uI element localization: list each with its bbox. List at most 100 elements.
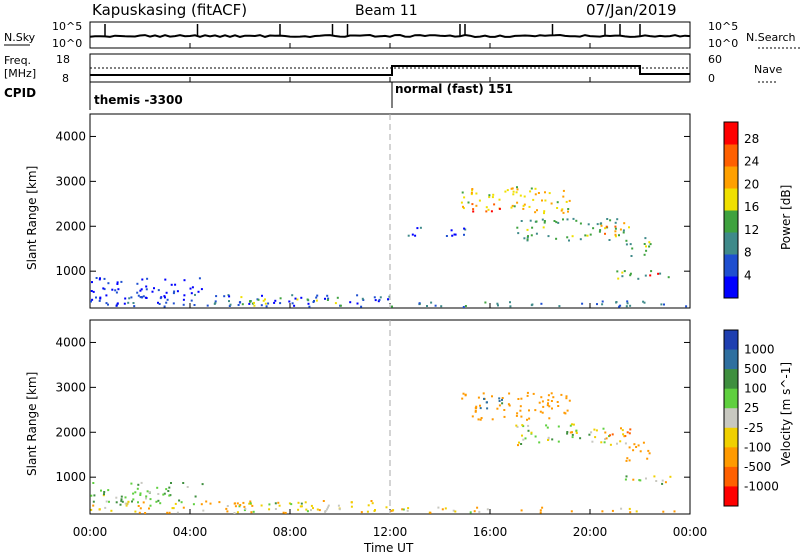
freq-tick-top: 18 (56, 53, 70, 66)
data-cell (141, 278, 144, 281)
data-cell (145, 495, 148, 498)
data-cell (496, 407, 499, 410)
data-cell (543, 220, 546, 222)
data-cell (649, 243, 652, 246)
data-cell (452, 509, 455, 512)
data-cell (124, 502, 127, 505)
freq-label-2: [MHz] (4, 67, 36, 80)
data-cell (534, 193, 537, 196)
data-cell (107, 282, 110, 285)
data-cell (462, 205, 464, 208)
data-cell (462, 306, 465, 308)
data-cell (139, 494, 142, 496)
data-cell (611, 509, 614, 512)
data-cell (190, 299, 193, 302)
data-cell (591, 440, 594, 443)
data-cell (517, 444, 519, 447)
data-cell (643, 243, 646, 245)
data-cell (130, 296, 133, 299)
data-cell (565, 395, 568, 398)
data-cell (226, 505, 229, 507)
data-cell (164, 278, 167, 281)
data-cell (565, 200, 568, 203)
power-cbar-tick: 12 (744, 223, 759, 237)
data-cell (284, 511, 287, 514)
data-cell (249, 300, 252, 303)
data-cell (322, 500, 325, 502)
data-cell (360, 305, 363, 308)
data-cell (526, 391, 529, 394)
data-cell (248, 302, 251, 305)
data-cell (626, 431, 629, 434)
data-cell (304, 501, 307, 504)
data-cell (90, 494, 93, 497)
data-cell (557, 425, 560, 428)
data-cell (614, 225, 617, 228)
beam-title: Beam 11 (355, 3, 418, 19)
data-cell (609, 219, 612, 222)
data-cell (510, 187, 513, 190)
data-cell (300, 502, 303, 505)
data-cell (168, 511, 171, 514)
data-cell (608, 239, 611, 241)
nave-label: Nave (754, 63, 782, 76)
data-cell (538, 401, 541, 404)
data-cell (511, 204, 514, 207)
data-cell (492, 193, 495, 196)
data-cell (334, 302, 337, 305)
data-cell (192, 503, 195, 506)
data-cell (172, 302, 175, 305)
data-cell (479, 404, 481, 407)
data-cell (579, 437, 582, 440)
data-cell (462, 207, 465, 210)
data-cell (662, 510, 665, 513)
data-cell (274, 299, 277, 302)
data-cell (137, 501, 139, 504)
data-cell (480, 417, 483, 419)
data-cell (511, 187, 514, 190)
velocity-cbar-block (724, 369, 738, 390)
data-cell (625, 243, 628, 246)
data-cell (228, 295, 231, 298)
data-cell (649, 274, 652, 277)
data-cell (141, 296, 143, 299)
data-cell (128, 297, 131, 300)
noise-left-tick-top: 10^5 (52, 20, 82, 33)
data-cell (516, 188, 519, 191)
data-cell (440, 305, 443, 308)
power-colorbar: 4 8 12 16 20 24 28 Power [dB] (723, 121, 793, 299)
data-cell (551, 438, 554, 441)
data-cell (445, 235, 448, 237)
data-cell (556, 207, 559, 209)
velocity-cbar-tick: -1000 (744, 479, 779, 493)
data-cell (325, 508, 328, 511)
data-cell (509, 301, 511, 304)
data-cell (318, 509, 321, 512)
data-cell (137, 294, 140, 297)
data-cell (472, 210, 475, 213)
velocity-cbar-block (724, 408, 738, 429)
data-cell (474, 410, 477, 413)
y-tick-label: 2000 (55, 219, 86, 233)
data-cell (630, 255, 633, 257)
data-cell (621, 275, 624, 278)
data-cell (571, 436, 574, 439)
data-cell (310, 509, 312, 512)
data-cell (486, 508, 489, 511)
data-cell (596, 303, 598, 306)
noise-right-tick-top: 10^5 (708, 20, 738, 33)
data-cell (137, 505, 140, 507)
data-cell (178, 499, 181, 502)
data-cell (92, 500, 95, 503)
noise-left-tick-bottom: 10^0 (52, 37, 82, 50)
data-cell (645, 477, 647, 480)
data-cell (478, 510, 481, 513)
data-cell (338, 508, 341, 511)
power-cbar-blocks (723, 121, 739, 299)
power-cbar-block (724, 144, 738, 167)
data-cell (628, 459, 631, 462)
data-cell (312, 507, 314, 510)
data-cell (261, 294, 263, 297)
data-cell (249, 502, 252, 505)
data-cell (566, 431, 569, 433)
